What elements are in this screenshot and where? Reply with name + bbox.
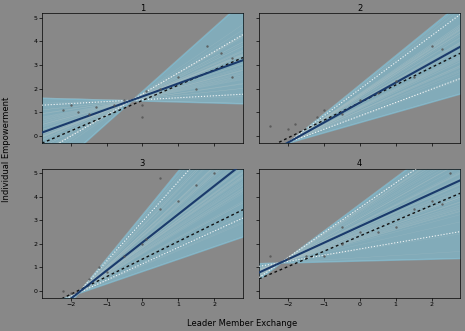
Point xyxy=(157,175,164,181)
Title: 1: 1 xyxy=(140,4,145,13)
Point xyxy=(218,51,225,56)
Point xyxy=(203,44,211,49)
Title: 3: 3 xyxy=(140,160,145,168)
Point xyxy=(284,255,292,260)
Point xyxy=(211,170,218,176)
Point xyxy=(356,229,364,235)
Point xyxy=(60,288,67,294)
Point xyxy=(74,110,81,115)
Text: Leader Member Exchange: Leader Member Exchange xyxy=(186,319,297,328)
Point xyxy=(438,46,446,51)
Point xyxy=(374,229,381,235)
Text: Individual Empowerment: Individual Empowerment xyxy=(2,96,11,202)
Point xyxy=(157,86,164,91)
Point xyxy=(313,114,320,119)
Point xyxy=(410,206,418,211)
Point xyxy=(338,225,345,230)
Point xyxy=(175,74,182,79)
Point xyxy=(428,199,435,204)
Point xyxy=(266,123,273,129)
Point xyxy=(438,201,446,207)
Title: 4: 4 xyxy=(357,160,362,168)
Point xyxy=(302,253,310,258)
Point xyxy=(193,86,200,91)
Point xyxy=(428,44,435,49)
Point xyxy=(320,253,327,258)
Point xyxy=(392,79,399,84)
Point xyxy=(139,114,146,119)
Point xyxy=(410,74,418,79)
Title: 2: 2 xyxy=(357,4,362,13)
Point xyxy=(96,265,103,270)
Point xyxy=(446,170,453,176)
Point xyxy=(320,107,327,112)
Point xyxy=(392,225,399,230)
Point xyxy=(139,241,146,247)
Point xyxy=(85,276,92,282)
Point xyxy=(67,291,74,296)
Point xyxy=(103,269,110,275)
Point xyxy=(356,98,364,103)
Point xyxy=(110,102,118,108)
Point xyxy=(142,236,150,242)
Point xyxy=(266,253,273,258)
Point xyxy=(338,112,345,117)
Point xyxy=(338,241,345,247)
Point xyxy=(85,112,92,117)
Point xyxy=(157,206,164,211)
Point xyxy=(139,102,146,108)
Point xyxy=(67,102,74,108)
Point xyxy=(92,105,100,110)
Point xyxy=(193,182,200,188)
Point xyxy=(284,126,292,131)
Point xyxy=(229,55,236,61)
Point xyxy=(229,74,236,79)
Point xyxy=(142,88,150,94)
Point xyxy=(292,121,299,126)
Point xyxy=(175,199,182,204)
Point xyxy=(60,107,67,112)
Point xyxy=(121,98,128,103)
Point xyxy=(121,253,128,258)
Point xyxy=(374,91,381,96)
